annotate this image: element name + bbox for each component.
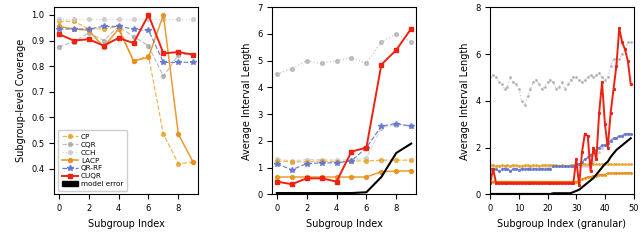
X-axis label: Subgroup Index (granular): Subgroup Index (granular) <box>497 219 627 229</box>
Y-axis label: Average Interval Length: Average Interval Length <box>242 42 252 160</box>
X-axis label: Subgroup Index: Subgroup Index <box>305 219 383 229</box>
Y-axis label: Average Interval Length: Average Interval Length <box>460 42 470 160</box>
Legend: CP, CQR, CCH, LACP, QR-RF, CUQR, model error: CP, CQR, CCH, LACP, QR-RF, CUQR, model e… <box>58 130 127 191</box>
Y-axis label: Subgroup-level Coverage: Subgroup-level Coverage <box>16 39 26 162</box>
X-axis label: Subgroup Index: Subgroup Index <box>88 219 164 229</box>
